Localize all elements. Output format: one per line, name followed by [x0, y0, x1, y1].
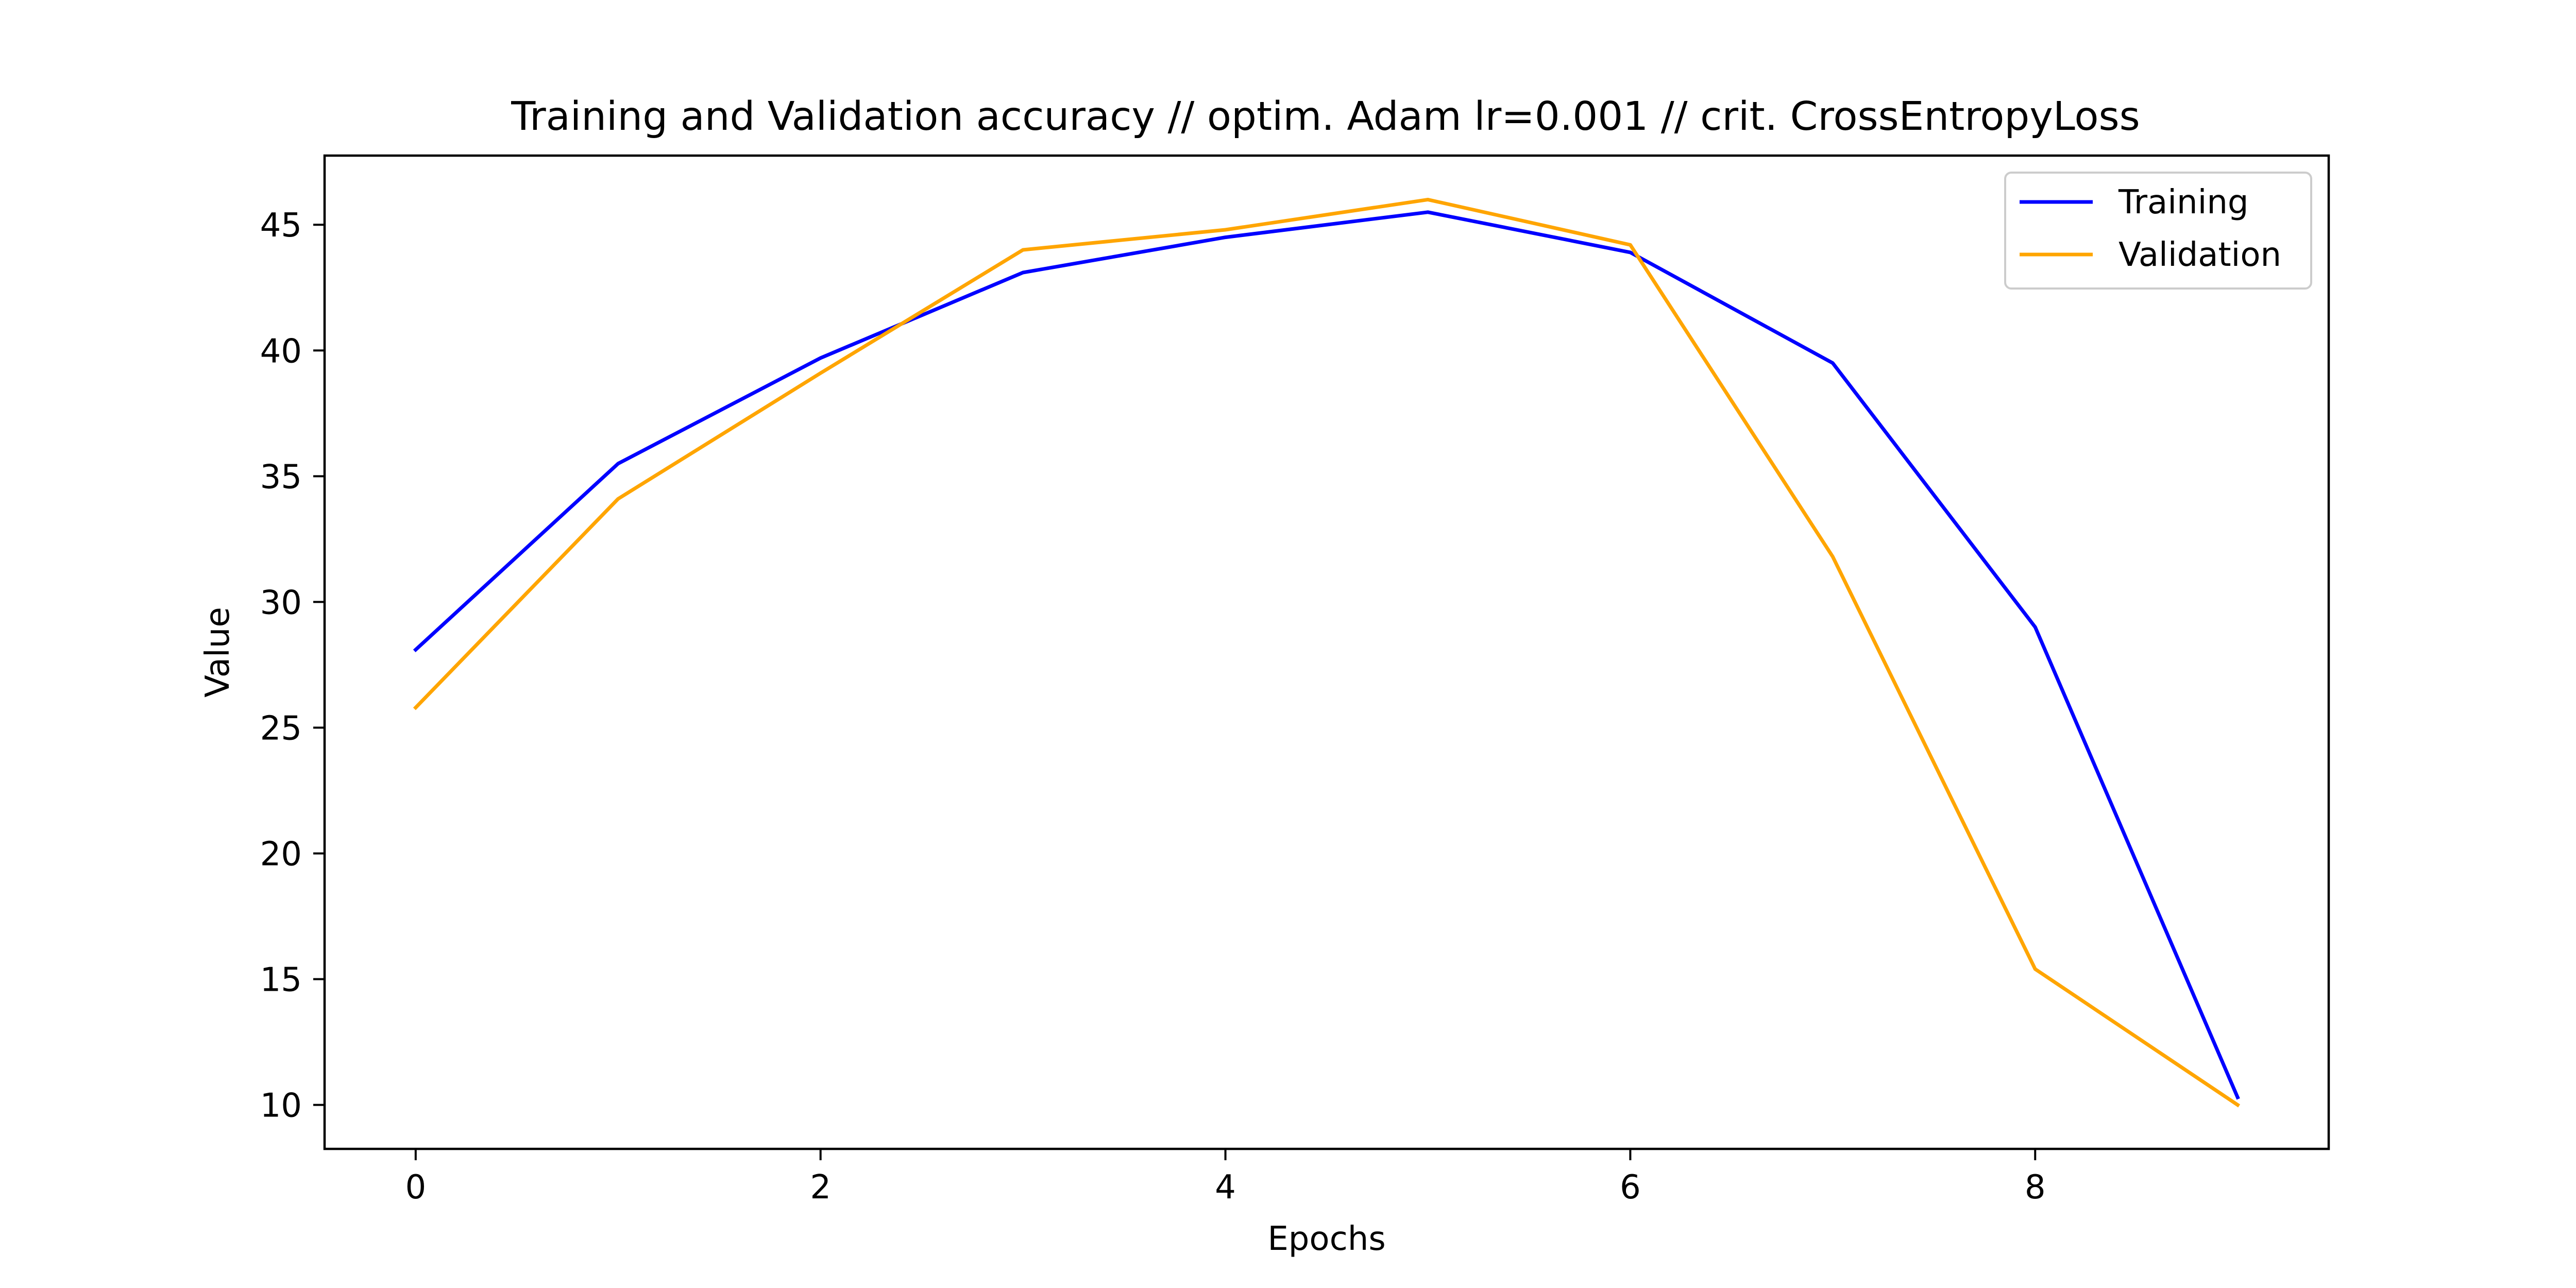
x-tick-label: 8 — [2025, 1168, 2046, 1207]
plot-frame — [323, 154, 2330, 1150]
x-tick-label: 4 — [1215, 1168, 1236, 1207]
y-tick-label: 20 — [260, 835, 302, 873]
x-tick-label: 0 — [405, 1168, 426, 1207]
x-tick-label: 6 — [1620, 1168, 1641, 1207]
legend-label-training: Training — [2118, 183, 2249, 222]
y-tick-label: 10 — [260, 1087, 302, 1125]
x-axis-ticks: 0 2 4 6 8 — [405, 1149, 2046, 1207]
legend: Training Validation — [2004, 172, 2312, 290]
series-line-validation — [413, 197, 2241, 1108]
y-axis-ticks: 10 15 20 25 30 35 40 45 — [260, 207, 325, 1125]
chart-title: Training and Validation accuracy // opti… — [511, 94, 2140, 140]
y-tick-label: 25 — [260, 709, 302, 748]
y-tick-label: 35 — [260, 458, 302, 496]
y-tick-label: 15 — [260, 961, 302, 999]
series-line-training — [413, 210, 2240, 1100]
y-tick-label: 30 — [260, 584, 302, 622]
y-tick-label: 45 — [260, 207, 302, 245]
legend-label-validation: Validation — [2119, 236, 2281, 274]
y-tick-label: 40 — [260, 332, 302, 370]
x-axis-label: Epochs — [1267, 1220, 1385, 1258]
y-axis-label: Value — [199, 607, 237, 698]
series-layer — [413, 197, 2241, 1108]
x-tick-label: 2 — [810, 1168, 831, 1207]
